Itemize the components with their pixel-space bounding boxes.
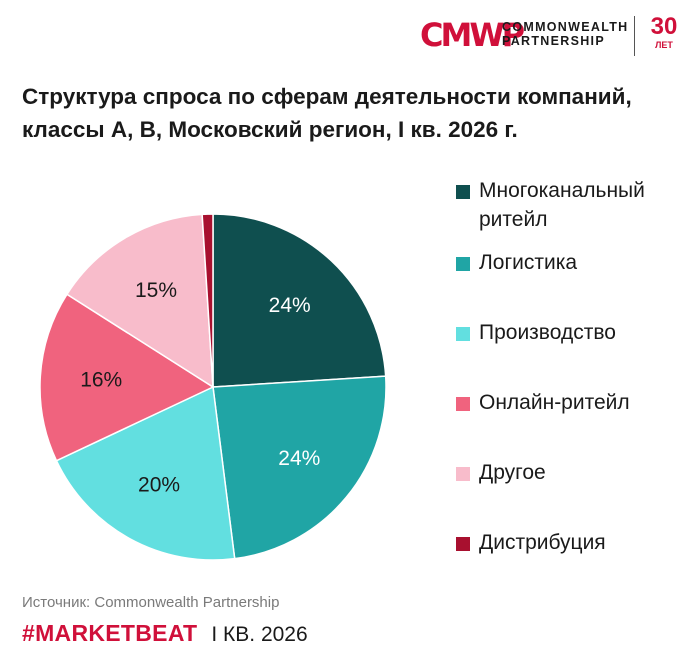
legend-item-онлайн-ритейл: Онлайн-ритейл: [456, 388, 689, 417]
logo-divider: [634, 16, 635, 56]
logo-name-line2: PARTNERSHIP: [502, 34, 605, 48]
data-label-производство: 20%: [138, 474, 180, 497]
legend-item-другое: Другое: [456, 458, 689, 487]
legend-label: Онлайн-ритейл: [479, 391, 630, 414]
legend-item-дистрибуция: Дистрибуция: [456, 528, 689, 557]
pie-slice-производство: [55, 385, 236, 561]
legend-label: Многоканальный ритейл: [479, 179, 645, 231]
data-label-онлайн-ритейл: 16%: [80, 368, 122, 391]
legend-label: Логистика: [479, 251, 578, 274]
logo-name-line1: COMMONWEALTH: [502, 20, 629, 34]
legend-swatch: [456, 185, 470, 199]
legend-swatch: [456, 257, 470, 271]
pie-slice-логистика: [212, 375, 387, 560]
legend-item-производство: Производство: [456, 318, 689, 347]
pie-slice-другое: [65, 213, 214, 389]
data-label-многоканальный-ритейл: 24%: [269, 294, 311, 317]
source-note: Источник: Commonwealth Partnership: [22, 594, 280, 611]
chart-title: Структура спроса по сферам деятельности …: [22, 84, 632, 142]
pie-slice-онлайн-ритейл: [39, 293, 215, 462]
data-label-логистика: 24%: [278, 447, 320, 470]
legend-label: Производство: [479, 321, 616, 344]
legend-item-многоканальный-ритейл: Многоканальный ритейл: [456, 176, 689, 234]
company-logo: CMWP COMMONWEALTH PARTNERSHIP 30 ЛЕТ: [420, 14, 692, 56]
legend-swatch: [456, 467, 470, 481]
pie-slice-дистрибуция: [201, 213, 214, 388]
logo-years-number: 30: [650, 13, 678, 40]
data-label-другое: 15%: [135, 279, 177, 302]
marketbeat-hashtag: #MARKETBEAT: [22, 620, 198, 646]
legend-item-логистика: Логистика: [456, 248, 689, 277]
logo-mark: CMWP: [420, 16, 525, 54]
logo-company-name: COMMONWEALTH PARTNERSHIP: [502, 20, 628, 48]
logo-anniversary: 30 ЛЕТ: [644, 13, 684, 51]
footer: #MARKETBEAT I КВ. 2026: [22, 620, 308, 647]
legend-swatch: [456, 537, 470, 551]
legend-swatch: [456, 327, 470, 341]
logo-years-label: ЛЕТ: [655, 40, 673, 50]
legend-label: Другое: [479, 461, 546, 484]
legend-label: Дистрибуция: [479, 531, 606, 554]
legend-swatch: [456, 397, 470, 411]
pie-slice-многоканальный-ритейл: [212, 213, 387, 388]
report-period: I КВ. 2026: [211, 623, 308, 646]
